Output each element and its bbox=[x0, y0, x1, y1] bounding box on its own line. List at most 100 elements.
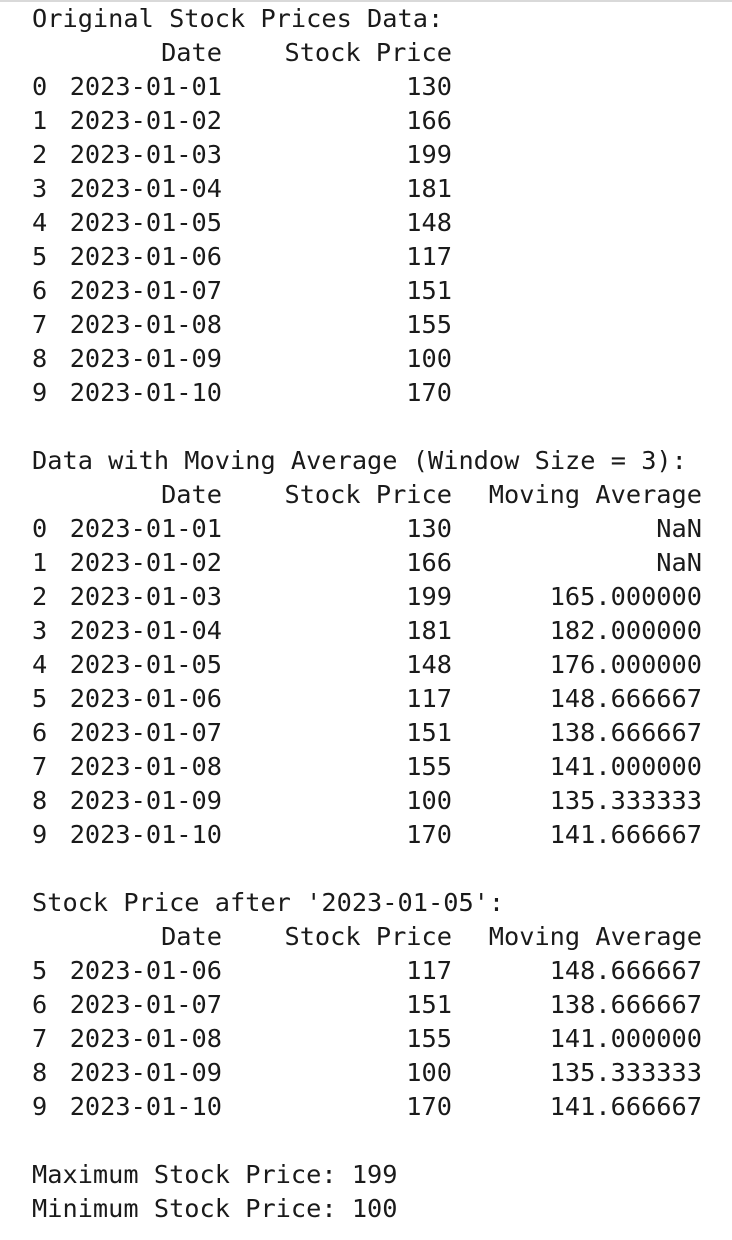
stock-price-header: Stock Price bbox=[284, 38, 452, 67]
index-header bbox=[32, 920, 62, 954]
moving-average-header: Moving Average bbox=[488, 922, 702, 951]
blank-line bbox=[32, 1124, 722, 1158]
stock-price-cell: 148 bbox=[406, 208, 452, 237]
stock-price-cell: 181 bbox=[406, 616, 452, 645]
date-cell: 2023-01-03 bbox=[69, 582, 222, 611]
row-index: 8 bbox=[32, 1058, 48, 1087]
row-index: 1 bbox=[32, 548, 48, 577]
row-index: 4 bbox=[32, 650, 48, 679]
blank-line bbox=[32, 852, 722, 886]
row-index: 3 bbox=[32, 174, 48, 203]
date-cell: 2023-01-04 bbox=[69, 616, 222, 645]
date-header: Date bbox=[161, 480, 222, 509]
row-index: 0 bbox=[32, 514, 48, 543]
section-title: Data with Moving Average (Window Size = … bbox=[32, 446, 687, 475]
moving-average-cell: 138.666667 bbox=[549, 718, 702, 747]
stock-price-cell: 117 bbox=[406, 684, 452, 713]
row-index: 7 bbox=[32, 1024, 48, 1053]
date-cell: 2023-01-06 bbox=[69, 956, 222, 985]
moving-average-cell: 141.000000 bbox=[549, 1024, 702, 1053]
stock-price-cell: 100 bbox=[406, 1058, 452, 1087]
moving-average-cell: 135.333333 bbox=[549, 1058, 702, 1087]
moving-average-cell: 182.000000 bbox=[549, 616, 702, 645]
table-row: 1 2023-01-02 166 NaN bbox=[32, 546, 722, 580]
date-cell: 2023-01-10 bbox=[69, 820, 222, 849]
table-header-row: Date Stock Price bbox=[32, 36, 722, 70]
stock-price-cell: 166 bbox=[406, 106, 452, 135]
table-row: 0 2023-01-01 130 NaN bbox=[32, 512, 722, 546]
table-row: 7 2023-01-08 155 141.000000 bbox=[32, 750, 722, 784]
moving-average-header: Moving Average bbox=[488, 480, 702, 509]
row-index: 9 bbox=[32, 820, 48, 849]
moving-average-table: 0 2023-01-01 130 NaN 1 2023-01-02 166 NaN 2 2023-… bbox=[32, 512, 722, 852]
moving-average-cell: 138.666667 bbox=[549, 990, 702, 1019]
table-row: 7 2023-01-08 155 bbox=[32, 308, 722, 342]
row-index: 8 bbox=[32, 786, 48, 815]
date-cell: 2023-01-06 bbox=[69, 684, 222, 713]
window-top-border bbox=[0, 0, 732, 2]
date-cell: 2023-01-03 bbox=[69, 140, 222, 169]
moving-average-cell: 141.666667 bbox=[549, 820, 702, 849]
table-row: 8 2023-01-09 100 135.333333 bbox=[32, 1056, 722, 1090]
date-cell: 2023-01-02 bbox=[69, 106, 222, 135]
date-cell: 2023-01-01 bbox=[69, 72, 222, 101]
date-cell: 2023-01-05 bbox=[69, 650, 222, 679]
min-price-line: Minimum Stock Price: 100 bbox=[32, 1194, 398, 1223]
row-index: 2 bbox=[32, 140, 48, 169]
stock-price-cell: 100 bbox=[406, 786, 452, 815]
stock-price-cell: 130 bbox=[406, 72, 452, 101]
stock-price-cell: 170 bbox=[406, 1092, 452, 1121]
date-cell: 2023-01-07 bbox=[69, 718, 222, 747]
stock-price-cell: 151 bbox=[406, 718, 452, 747]
stock-price-cell: 130 bbox=[406, 514, 452, 543]
date-cell: 2023-01-08 bbox=[69, 310, 222, 339]
moving-average-cell: 141.666667 bbox=[549, 1092, 702, 1121]
stock-price-cell: 170 bbox=[406, 378, 452, 407]
stock-price-cell: 155 bbox=[406, 1024, 452, 1053]
moving-average-cell: 141.000000 bbox=[549, 752, 702, 781]
row-index: 6 bbox=[32, 718, 48, 747]
stock-price-cell: 181 bbox=[406, 174, 452, 203]
table-row: 1 2023-01-02 166 bbox=[32, 104, 722, 138]
section-title: Stock Price after '2023-01-05': bbox=[32, 888, 505, 917]
index-header bbox=[32, 478, 62, 512]
table-row: 3 2023-01-04 181 bbox=[32, 172, 722, 206]
row-index: 6 bbox=[32, 276, 48, 305]
stock-price-cell: 155 bbox=[406, 310, 452, 339]
date-cell: 2023-01-10 bbox=[69, 378, 222, 407]
moving-average-cell: 148.666667 bbox=[549, 956, 702, 985]
table-header-row: Date Stock Price Moving Average bbox=[32, 478, 722, 512]
original-data-table: 0 2023-01-01 130 1 2023-01-02 166 2 2023-01-03 1… bbox=[32, 70, 722, 410]
table-row: 2 2023-01-03 199 165.000000 bbox=[32, 580, 722, 614]
console-output: Original Stock Prices Data: Date Stock P… bbox=[32, 2, 722, 1226]
table-header-row: Date Stock Price Moving Average bbox=[32, 920, 722, 954]
date-cell: 2023-01-08 bbox=[69, 752, 222, 781]
stock-price-cell: 170 bbox=[406, 820, 452, 849]
stock-price-cell: 151 bbox=[406, 990, 452, 1019]
stock-price-cell: 155 bbox=[406, 752, 452, 781]
row-index: 6 bbox=[32, 990, 48, 1019]
table-row: 9 2023-01-10 170 bbox=[32, 376, 722, 410]
table-row: 7 2023-01-08 155 141.000000 bbox=[32, 1022, 722, 1056]
section-title: Original Stock Prices Data: bbox=[32, 4, 444, 33]
stock-price-cell: 117 bbox=[406, 242, 452, 271]
date-header: Date bbox=[161, 922, 222, 951]
date-cell: 2023-01-07 bbox=[69, 990, 222, 1019]
date-cell: 2023-01-09 bbox=[69, 786, 222, 815]
moving-average-cell: 165.000000 bbox=[549, 582, 702, 611]
stock-price-cell: 148 bbox=[406, 650, 452, 679]
table-row: 4 2023-01-05 148 bbox=[32, 206, 722, 240]
table-row: 9 2023-01-10 170 141.666667 bbox=[32, 818, 722, 852]
date-cell: 2023-01-02 bbox=[69, 548, 222, 577]
moving-average-cell: NaN bbox=[656, 514, 702, 543]
table-row: 6 2023-01-07 151 138.666667 bbox=[32, 988, 722, 1022]
table-row: 4 2023-01-05 148 176.000000 bbox=[32, 648, 722, 682]
row-index: 8 bbox=[32, 344, 48, 373]
table-row: 5 2023-01-06 117 148.666667 bbox=[32, 682, 722, 716]
stock-price-cell: 117 bbox=[406, 956, 452, 985]
row-index: 2 bbox=[32, 582, 48, 611]
date-cell: 2023-01-09 bbox=[69, 1058, 222, 1087]
row-index: 7 bbox=[32, 752, 48, 781]
filtered-data-table: 5 2023-01-06 117 148.666667 6 2023-01-07 151 13… bbox=[32, 954, 722, 1124]
stock-price-header: Stock Price bbox=[284, 922, 452, 951]
